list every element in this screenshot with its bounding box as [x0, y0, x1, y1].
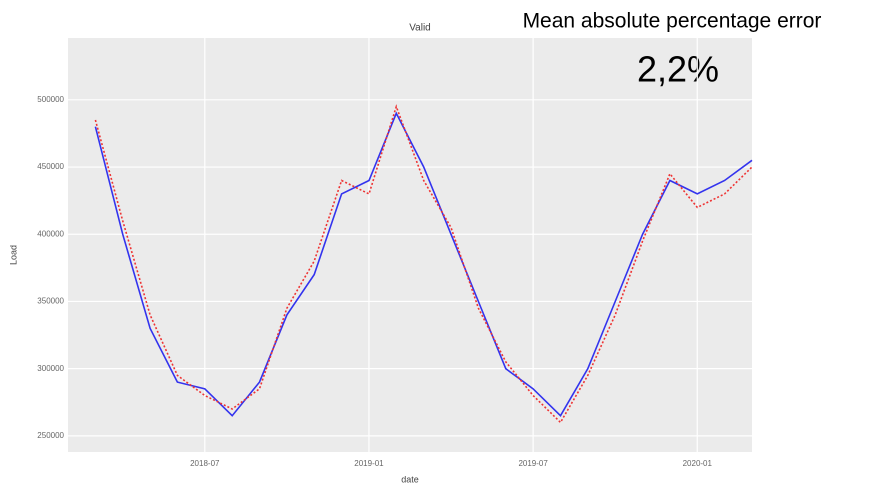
- x-tick-label: 2018-07: [190, 459, 220, 468]
- x-axis-label: date: [401, 474, 419, 484]
- series-line: [94, 104, 753, 424]
- x-tick-label: 2020-01: [683, 459, 713, 468]
- x-tick-label: 2019-07: [518, 459, 548, 468]
- y-tick-label: 500000: [37, 95, 64, 104]
- y-tick-label: 300000: [37, 364, 64, 373]
- y-tick-label: 350000: [37, 297, 64, 306]
- y-tick-label: 250000: [37, 431, 64, 440]
- annotation: Mean absolute percentage error: [523, 10, 822, 33]
- series-line: [94, 111, 753, 417]
- annotation: 2,2%: [637, 49, 719, 90]
- x-tick-label: 2019-01: [354, 459, 384, 468]
- chart-title: Valid: [409, 23, 431, 34]
- y-axis-label: Load: [8, 245, 18, 265]
- y-tick-label: 400000: [37, 229, 64, 238]
- y-tick-label: 450000: [37, 162, 64, 171]
